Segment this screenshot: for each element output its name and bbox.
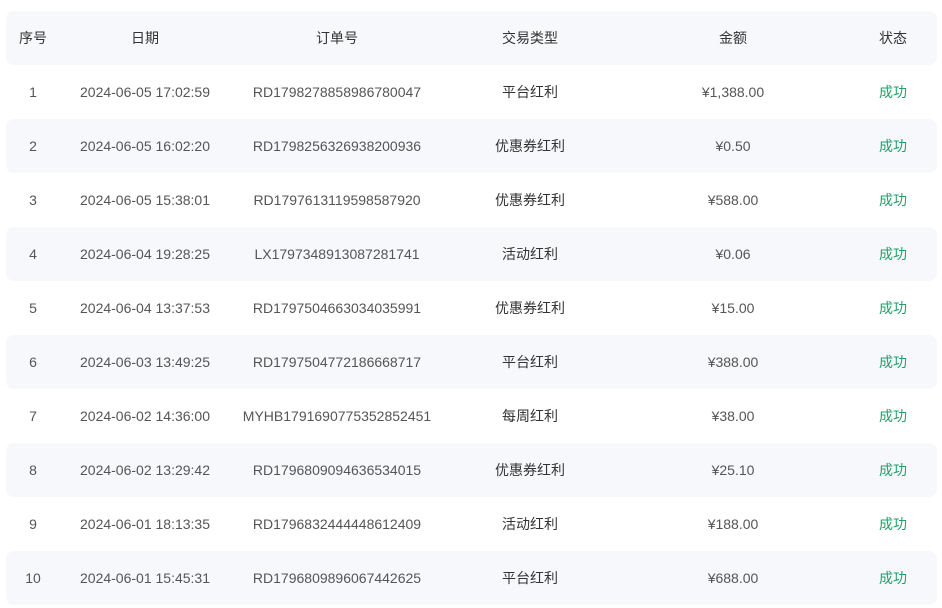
cell-date: 2024-06-05 15:38:01: [80, 192, 210, 208]
cell-type: 优惠券红利: [495, 462, 565, 478]
cell-date: 2024-06-01 15:45:31: [80, 570, 210, 586]
cell-amount: ¥38.00: [711, 408, 755, 424]
cell-date: 2024-06-04 19:28:25: [80, 246, 210, 262]
table-row: 1 2024-06-05 17:02:59 RD179827885898678004…: [6, 65, 937, 119]
cell-index: 4: [29, 246, 37, 262]
cell-amount: ¥0.06: [715, 246, 751, 262]
cell-amount: ¥0.50: [715, 138, 751, 154]
table-row: 2 2024-06-05 16:02:20 RD179825632693820093…: [6, 119, 937, 173]
table-row: 8 2024-06-02 13:29:42 RD179680909463653401…: [6, 443, 937, 497]
cell-index: 9: [29, 516, 37, 532]
cell-amount: ¥15.00: [711, 300, 755, 316]
cell-index: 5: [29, 300, 37, 316]
transaction-table: 序号 日期 订单号 交易类型 金额 状态 1 2024-06-05 17:02:5…: [6, 11, 937, 605]
cell-amount: ¥688.00: [707, 570, 759, 586]
cell-type: 平台红利: [502, 84, 558, 100]
cell-amount: ¥1,388.00: [701, 84, 765, 100]
table-row: 7 2024-06-02 14:36:00 MYHB1791690775352852…: [6, 389, 937, 443]
cell-status: 成功: [879, 408, 907, 424]
cell-status: 成功: [879, 570, 907, 586]
cell-order: RD1796832444448612409: [252, 516, 422, 532]
cell-type: 每周红利: [502, 408, 558, 424]
table-row: 6 2024-06-03 13:49:25 RD179750477218666871…: [6, 335, 937, 389]
table-row: 9 2024-06-01 18:13:35 RD179683244444861240…: [6, 497, 937, 551]
cell-order: RD1796809896067442625: [252, 570, 422, 586]
cell-date: 2024-06-05 16:02:20: [80, 138, 210, 154]
cell-type: 平台红利: [502, 354, 558, 370]
cell-order: RD1797613119598587920: [253, 192, 421, 208]
table-row: 3 2024-06-05 15:38:01 RD179761311959858792…: [6, 173, 937, 227]
cell-type: 优惠券红利: [495, 138, 565, 154]
cell-order: RD1798278858986780047: [252, 84, 422, 100]
cell-index: 1: [29, 84, 37, 100]
header-date: 日期: [131, 30, 159, 46]
header-status: 状态: [879, 30, 907, 46]
cell-date: 2024-06-04 13:37:53: [80, 300, 210, 316]
cell-index: 7: [29, 408, 37, 424]
cell-date: 2024-06-02 13:29:42: [80, 462, 210, 478]
table-header: 序号 日期 订单号 交易类型 金额 状态: [6, 11, 937, 65]
table-row: 4 2024-06-04 19:28:25 LX179734891308728174…: [6, 227, 937, 281]
cell-type: 优惠券红利: [495, 192, 565, 208]
cell-status: 成功: [879, 462, 907, 478]
cell-index: 2: [29, 138, 37, 154]
cell-status: 成功: [879, 138, 907, 154]
cell-status: 成功: [879, 300, 907, 316]
cell-date: 2024-06-01 18:13:35: [80, 516, 210, 532]
cell-status: 成功: [879, 246, 907, 262]
cell-date: 2024-06-05 17:02:59: [80, 84, 210, 100]
cell-amount: ¥188.00: [707, 516, 759, 532]
cell-index: 8: [29, 462, 37, 478]
cell-status: 成功: [879, 84, 907, 100]
header-type: 交易类型: [502, 30, 558, 46]
cell-index: 10: [25, 570, 41, 586]
header-index: 序号: [19, 30, 47, 46]
cell-order: MYHB1791690775352852451: [242, 408, 432, 424]
cell-status: 成功: [879, 354, 907, 370]
table-row: 10 2024-06-01 15:45:31 RD17968098960674426…: [6, 551, 937, 605]
header-amount: 金额: [719, 30, 747, 46]
cell-status: 成功: [879, 192, 907, 208]
cell-type: 优惠券红利: [495, 300, 565, 316]
cell-amount: ¥25.10: [711, 462, 755, 478]
cell-index: 6: [29, 354, 37, 370]
cell-type: 平台红利: [502, 570, 558, 586]
cell-order: RD1798256326938200936: [252, 138, 422, 154]
cell-date: 2024-06-02 14:36:00: [80, 408, 210, 424]
cell-amount: ¥588.00: [707, 192, 759, 208]
header-order: 订单号: [316, 30, 358, 46]
cell-status: 成功: [879, 516, 907, 532]
cell-order: RD1796809094636534015: [252, 462, 422, 478]
cell-order: RD1797504663034035991: [252, 300, 422, 316]
cell-index: 3: [29, 192, 37, 208]
cell-type: 活动红利: [502, 246, 558, 262]
cell-date: 2024-06-03 13:49:25: [80, 354, 210, 370]
cell-type: 活动红利: [502, 516, 558, 532]
cell-amount: ¥388.00: [707, 354, 759, 370]
cell-order: LX1797348913087281741: [254, 246, 420, 262]
table-row: 5 2024-06-04 13:37:53 RD179750466303403599…: [6, 281, 937, 335]
cell-order: RD1797504772186668717: [252, 354, 422, 370]
